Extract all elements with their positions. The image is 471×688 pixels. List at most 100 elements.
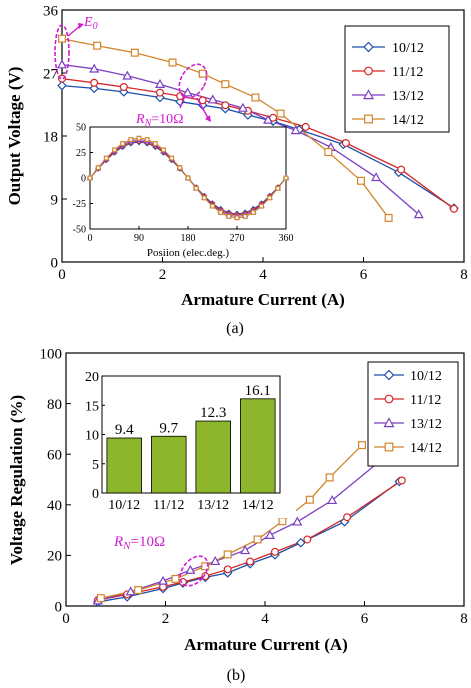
panel-a-xtick-label: 0 <box>58 267 66 283</box>
panel-b-legend-10-12: 10/12 <box>410 369 442 384</box>
panel-b-annotations: RN=10Ω <box>113 534 209 587</box>
panel-a-legend-marks <box>352 41 385 124</box>
panel-a-legend-marker-13-12 <box>362 89 375 100</box>
panel-a-point-13-12 <box>89 63 100 73</box>
e0-arrow <box>67 25 81 37</box>
inset-b-bars: 9.4 10/12 9.7 11/12 12.3 13/12 16.1 14/12 <box>106 383 276 513</box>
panel-b-point-13-12 <box>264 529 275 539</box>
inset-b-category-14-12: 14/12 <box>242 498 274 513</box>
inset-a-point-14-12 <box>177 165 183 171</box>
inset-a-point-14-12 <box>87 175 93 181</box>
panel-b-xtick-label: 4 <box>261 611 269 627</box>
panel-b-point-14-12 <box>325 473 334 482</box>
panel-b-xtick-label: 6 <box>361 611 369 627</box>
panel-b-point-14-12 <box>278 517 287 526</box>
panel-b-point-14-12 <box>223 550 232 559</box>
panel-b-point-13-12 <box>185 564 196 574</box>
panel-b-legend: 10/12 11/12 13/12 14/12 <box>367 361 459 467</box>
panel-b-point-13-12 <box>210 555 221 566</box>
panel-b-legend-marker-13-12 <box>383 417 395 428</box>
inset-a-point-14-12 <box>226 213 232 219</box>
rn-label-a: RN=10Ω <box>135 112 184 129</box>
panel-a-legend-marker-14-12 <box>364 114 373 124</box>
panel-b-point-13-12 <box>125 586 136 596</box>
panel-b-legend-marker-10-12 <box>383 369 395 381</box>
panel-a-ytick-label: 0 <box>51 255 59 271</box>
inset-b-ytick-label: 5 <box>92 458 99 473</box>
rn-arrow-a-left <box>179 95 186 109</box>
inset-a-point-14-12 <box>169 155 175 161</box>
inset-b-bar-value-14-12: 16.1 <box>245 383 271 399</box>
inset-a-point-14-12 <box>112 147 117 153</box>
panel-a-point-13-12 <box>371 172 382 182</box>
rn-label-b: RN=10Ω <box>113 534 165 552</box>
inset-a-point-14-12 <box>136 135 142 141</box>
panel-a-x-axis-label: Armature Current (A) <box>181 290 345 309</box>
inset-a-point-14-12 <box>267 195 273 201</box>
panel-a-point-14-12 <box>384 213 393 222</box>
panel-b-ytick-label: 100 <box>40 346 63 362</box>
panel-b-ytick-label: 20 <box>47 549 62 565</box>
panel-a-y-axis-label: Output Voltage (V) <box>5 67 24 206</box>
panel-a-legend-13-12: 13/12 <box>392 89 424 104</box>
inset-b-bar-13-12 <box>195 420 232 494</box>
inset-a-point-14-12 <box>152 141 158 147</box>
panel-a-point-14-12 <box>324 148 333 157</box>
panel-b-point-11-12 <box>303 535 312 544</box>
inset-a-point-14-12 <box>103 155 109 161</box>
inset-a-point-14-12 <box>210 203 215 209</box>
inset-a-point-14-12 <box>161 147 166 153</box>
panel-b-point-11-12 <box>343 513 352 522</box>
panel-b-xtick-label: 0 <box>62 611 70 627</box>
inset-b-bar-14-12 <box>239 398 276 494</box>
panel-a-point-14-12 <box>198 69 207 78</box>
inset-b-ytick-label: 20 <box>85 370 99 385</box>
panel-a-point-10-12 <box>57 80 67 91</box>
panel-a-point-11-12 <box>155 88 164 97</box>
e0-label: E0 <box>83 15 98 32</box>
rn-arrow-a-right <box>196 97 209 119</box>
panel-b-legend-14-12: 14/12 <box>410 441 442 456</box>
inset-a-point-14-12 <box>193 185 199 191</box>
panel-a-xtick-label: 6 <box>360 267 368 283</box>
panel-b-legend-11-12: 11/12 <box>410 393 441 408</box>
panel-a-point-13-12 <box>56 59 68 69</box>
panel-a-point-13-12 <box>413 209 424 219</box>
panel-a-ytick-label: 27 <box>43 66 59 82</box>
panel-a-ytick-label: 18 <box>43 129 58 145</box>
panel-a-legend: 10/12 11/12 13/12 14/12 <box>344 25 450 133</box>
inset-a-xtick-label: 0 <box>88 233 93 244</box>
panel-a-legend-10-12: 10/12 <box>392 41 424 56</box>
panel-a-point-11-12 <box>90 78 99 87</box>
panel-b-ytick-label: 60 <box>47 447 62 463</box>
panel-a-point-11-12 <box>397 165 406 174</box>
panel-a-xtick-label: 2 <box>159 267 167 283</box>
inset-a-point-14-12 <box>275 185 281 191</box>
panel-a-caption: (a) <box>226 320 244 337</box>
panel-a-point-13-12 <box>182 87 193 97</box>
panel-b-legend-marker-11-12 <box>384 394 394 404</box>
panel-a-point-11-12 <box>221 101 230 110</box>
inset-a-ytick-label: -50 <box>73 225 86 236</box>
panel-b-legend-box <box>367 361 459 467</box>
panel-a-point-13-12 <box>290 125 301 135</box>
inset-a-point-14-12 <box>144 137 150 143</box>
inset-a-point-14-12 <box>218 209 224 215</box>
panel-b-point-11-12 <box>223 565 232 574</box>
inset-b-bar-11-12 <box>150 435 187 494</box>
panel-b-point-14-12 <box>96 594 105 603</box>
inset-b-bar-value-10-12: 9.4 <box>115 422 134 438</box>
inset-a-point-14-12 <box>201 195 207 201</box>
panel-b-caption: (b) <box>227 667 246 684</box>
panel-a-point-13-12 <box>122 70 133 80</box>
panel-b-legend-marks <box>374 369 404 452</box>
panel-b-point-10-12 <box>295 537 306 548</box>
panel-a-point-14-12 <box>57 34 66 43</box>
panel-a-point-14-12 <box>93 41 102 50</box>
panel-a-point-14-12 <box>130 48 139 57</box>
inset-b-category-11-12: 11/12 <box>153 498 184 513</box>
inset-b-ytick-label: 10 <box>85 429 99 444</box>
panel-b-point-11-12 <box>270 547 279 556</box>
rn-highlight-ellipse-a <box>178 63 208 99</box>
panel-a-legend-14-12: 14/12 <box>392 113 424 128</box>
